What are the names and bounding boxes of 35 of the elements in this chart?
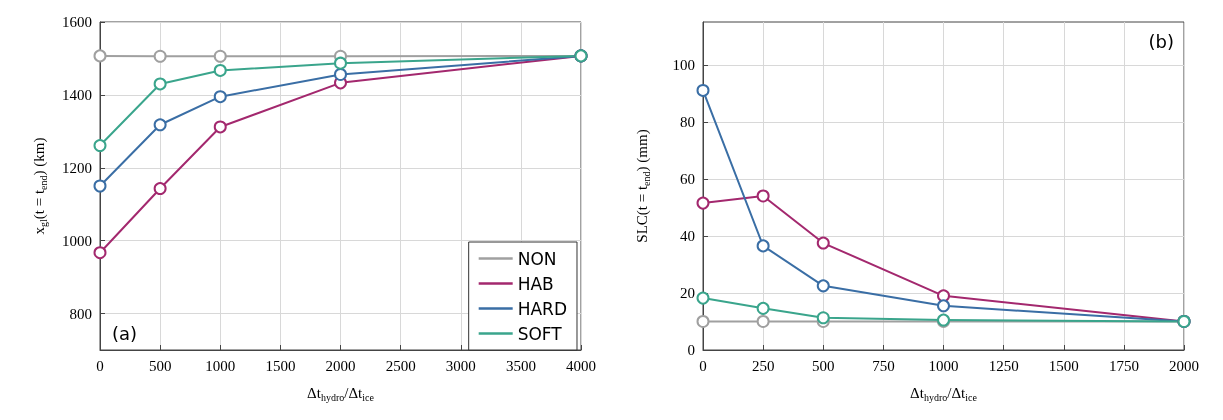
legend-label: HARD xyxy=(517,298,568,319)
x-tick-label: 2500 xyxy=(385,357,416,374)
x-tick-label: 3000 xyxy=(445,357,476,374)
x-tick-label: 1000 xyxy=(205,357,236,374)
x-tick-label: 500 xyxy=(148,357,172,374)
x-tick-label: 2000 xyxy=(325,357,356,374)
x-tick-label: 250 xyxy=(751,357,775,374)
x-tick-label: 3500 xyxy=(505,357,536,374)
y-tick-label: 40 xyxy=(680,227,695,244)
legend-label: HAB xyxy=(517,273,554,294)
y-tick-label: 1200 xyxy=(62,159,92,176)
y-tick-label: 60 xyxy=(680,170,695,187)
annotation: (a) xyxy=(112,322,138,344)
x-tick-label: 1000 xyxy=(928,357,959,374)
y-tick-label: 0 xyxy=(687,342,695,358)
legend-label: NON xyxy=(517,248,557,269)
x-tick-label: 4000 xyxy=(566,357,596,374)
x-tick-label: 1250 xyxy=(988,357,1019,374)
legend-label: SOFT xyxy=(517,323,563,344)
x-tick-label: 500 xyxy=(812,357,835,374)
x-tick-label: 0 xyxy=(96,357,104,374)
y-tick-label: 100 xyxy=(672,56,695,73)
x-tick-label: 1500 xyxy=(265,357,296,374)
x-tick-label: 1500 xyxy=(1048,357,1079,374)
x-tick-label: 2000 xyxy=(1169,357,1199,374)
x-tick-label: 1750 xyxy=(1108,357,1139,374)
y-tick-label: 20 xyxy=(680,284,695,301)
x-tick-label: 0 xyxy=(699,357,707,374)
y-tick-label: 1400 xyxy=(62,86,92,103)
y-tick-label: 1600 xyxy=(62,14,92,30)
annotation: (b) xyxy=(1148,30,1175,52)
y-tick-label: 80 xyxy=(680,113,695,130)
y-tick-label: 1000 xyxy=(62,232,92,249)
x-tick-label: 750 xyxy=(872,357,895,374)
y-tick-label: 800 xyxy=(69,305,92,322)
